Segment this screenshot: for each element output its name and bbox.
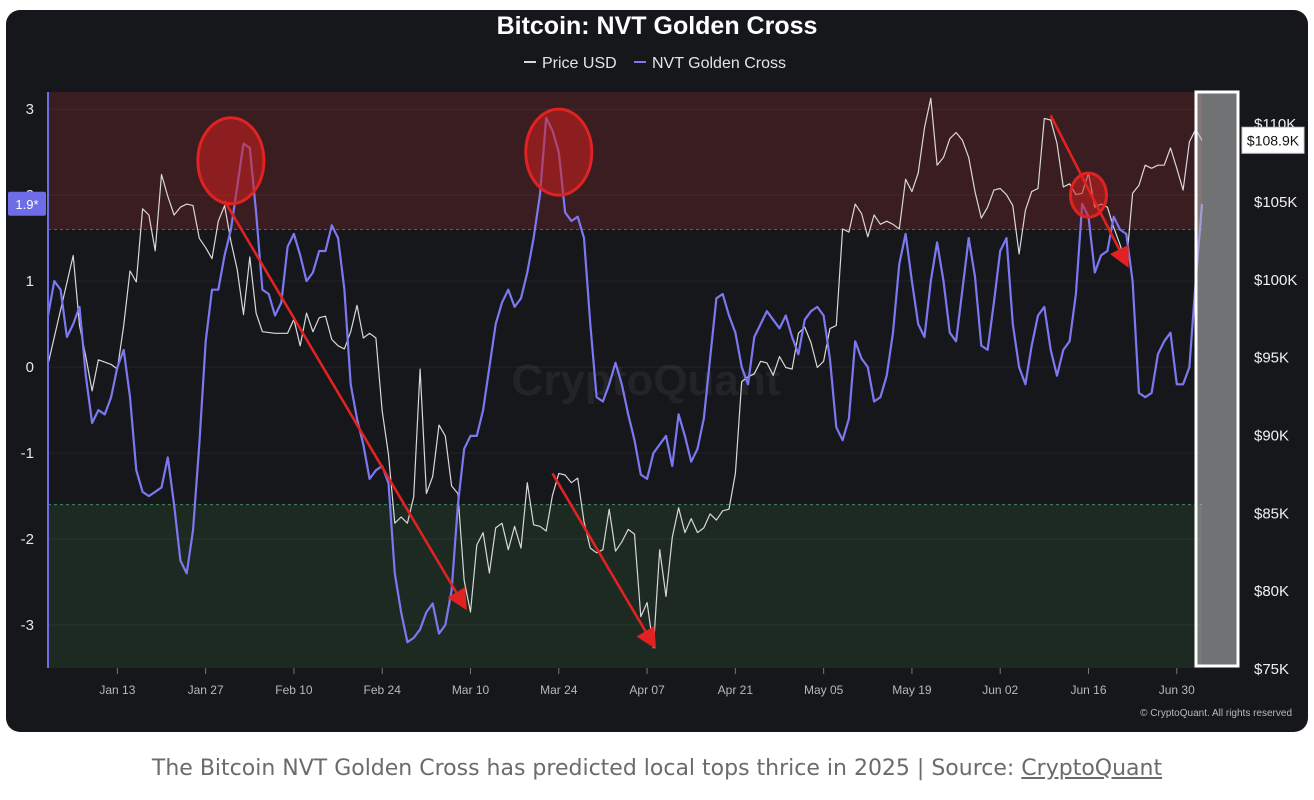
annotations: [196, 107, 1129, 650]
x-tick-label: Apr 21: [718, 683, 754, 697]
left-tick-label: 1: [26, 273, 34, 290]
caption: The Bitcoin NVT Golden Cross has predict…: [0, 756, 1314, 781]
copyright: © CryptoQuant. All rights reserved: [1140, 708, 1292, 719]
left-tick-label: 0: [26, 359, 34, 376]
x-tick-label: May 05: [804, 683, 844, 697]
top-signal-circle: [1068, 171, 1108, 219]
x-tick-label: Mar 24: [540, 683, 578, 697]
decline-arrow: [1049, 114, 1129, 268]
top-signal-circle: [524, 107, 594, 197]
x-tick-label: Jan 27: [188, 683, 224, 697]
legend-label-nvt: NVT Golden Cross: [652, 55, 786, 72]
current-price-badge: [1241, 126, 1305, 154]
nvt-chart: Bitcoin: NVT Golden Cross Price USD NVT …: [8, 12, 1305, 719]
current-nvt-badge: [8, 191, 46, 216]
right-tick-label: $80K: [1254, 583, 1289, 600]
x-tick-label: May 19: [892, 683, 932, 697]
right-tick-label: $75K: [1254, 661, 1289, 678]
left-axis: 3210-1-2-31.9*: [8, 92, 49, 668]
decline-arrow: [551, 472, 657, 650]
chart-title: Bitcoin: NVT Golden Cross: [497, 12, 818, 40]
legend: Price USD NVT Golden Cross: [524, 55, 786, 72]
x-tick-label: Mar 10: [452, 683, 490, 697]
current-range-highlight: [1194, 90, 1240, 668]
caption-source-link[interactable]: CryptoQuant: [1021, 756, 1163, 781]
current-range-highlight-box: [1194, 90, 1240, 668]
x-axis: Jan 13 Jan 27 Feb 10 Feb 24 Mar 10 Mar 24 Apr …: [99, 668, 1195, 697]
price-usd-line: [47, 97, 1203, 649]
left-tick-label: -2: [21, 531, 34, 548]
x-tick-label: Jun 16: [1070, 683, 1106, 697]
watermark: CryptoQuant: [512, 356, 781, 405]
caption-text: The Bitcoin NVT Golden Cross has predict…: [151, 756, 1022, 781]
x-tick-label: Apr 07: [629, 683, 665, 697]
decline-arrow: [223, 200, 467, 611]
left-tick-label: 3: [26, 101, 34, 118]
current-nvt-label: 1.9*: [15, 197, 38, 212]
x-tick-label: Jun 02: [982, 683, 1018, 697]
x-tick-label: Feb 10: [275, 683, 313, 697]
x-tick-label: Feb 24: [364, 683, 402, 697]
right-tick-label: $85K: [1254, 505, 1289, 522]
right-axis: $110K$105K$100K$95K$90K$85K$80K$75K$108.…: [1241, 116, 1305, 678]
top-signal-circle: [196, 116, 266, 206]
right-tick-label: $105K: [1254, 194, 1297, 211]
current-price-label: $108.9K: [1247, 132, 1300, 148]
chart-card: Bitcoin: NVT Golden Cross Price USD NVT …: [6, 10, 1308, 732]
legend-label-price: Price USD: [542, 55, 617, 72]
zone-undervalued: [48, 504, 1202, 668]
left-tick-label: -1: [21, 445, 34, 462]
right-tick-label: $100K: [1254, 272, 1297, 289]
right-tick-label: $95K: [1254, 350, 1289, 367]
x-tick-label: Jun 30: [1159, 683, 1195, 697]
x-tick-label: Jan 13: [99, 683, 135, 697]
right-tick-label: $90K: [1254, 427, 1289, 444]
left-tick-label: -3: [21, 617, 34, 634]
